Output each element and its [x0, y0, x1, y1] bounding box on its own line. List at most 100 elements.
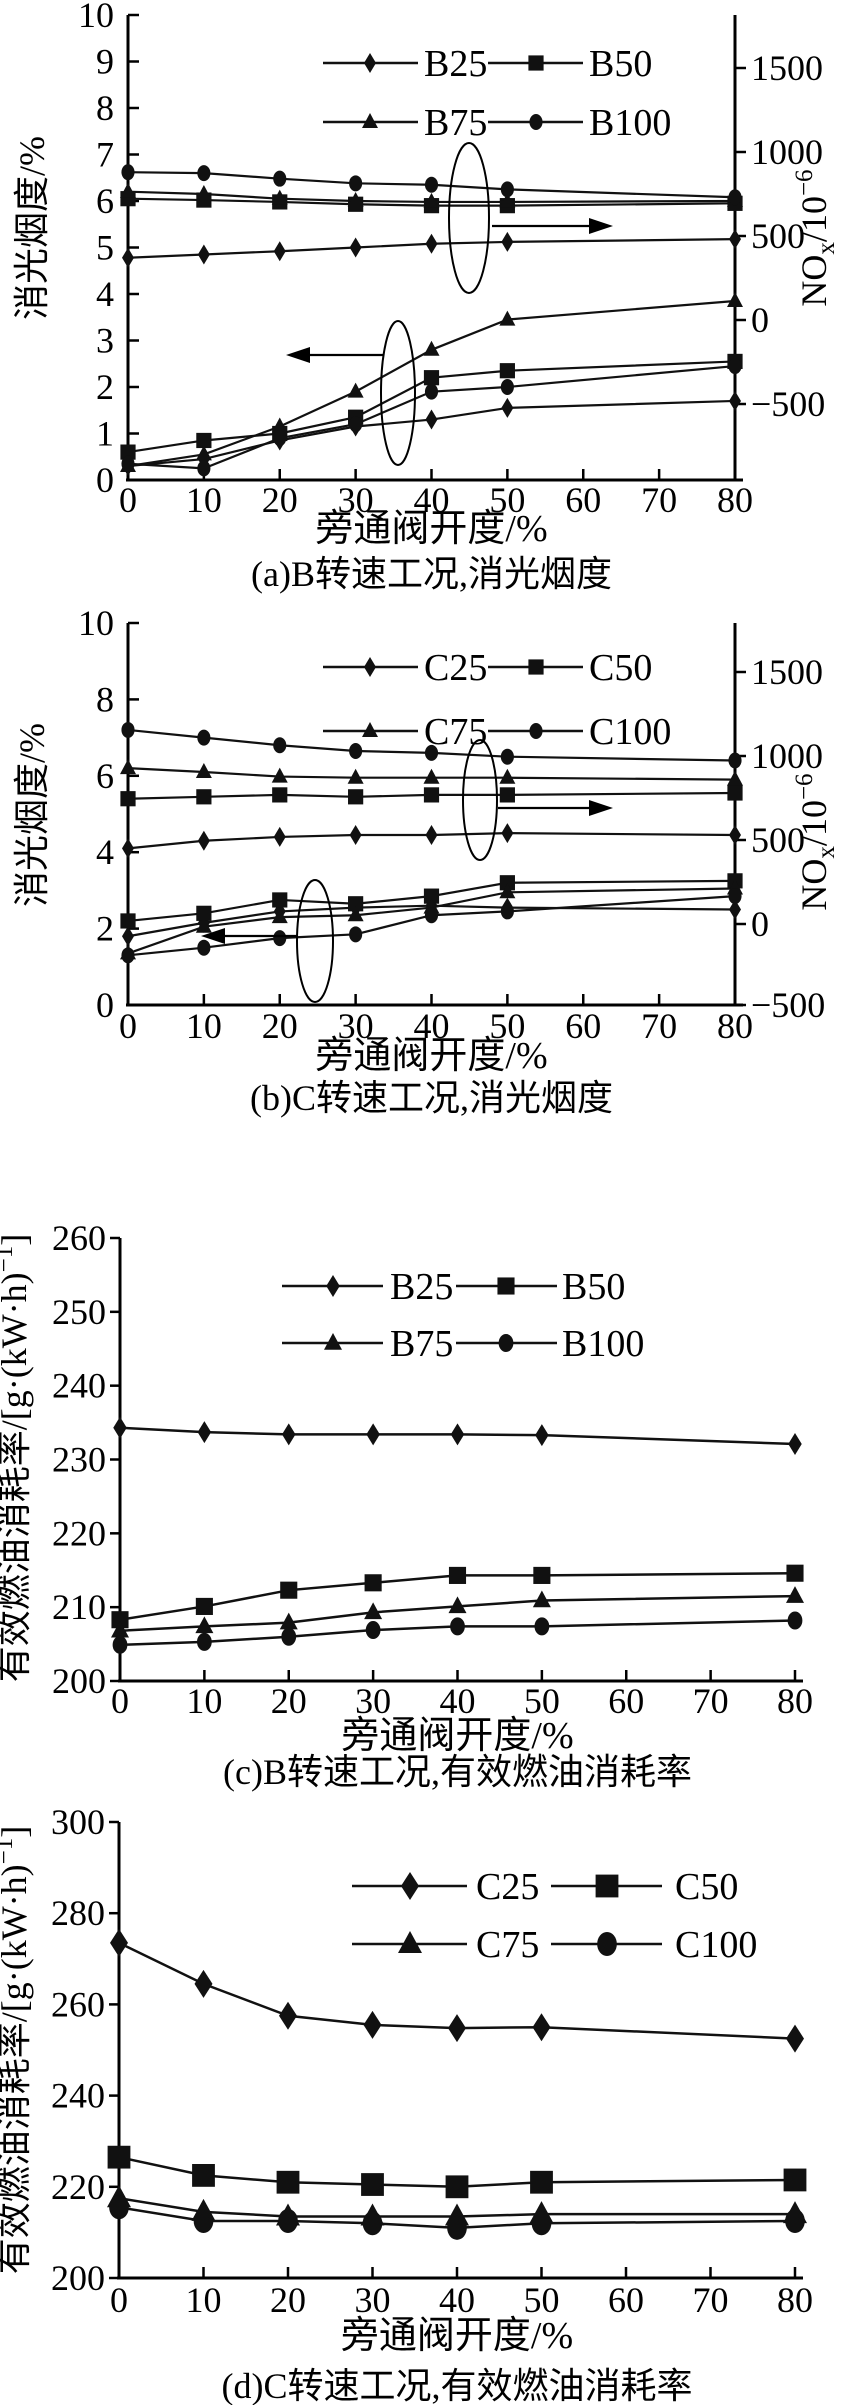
legend-entry-C25: C25	[323, 647, 487, 689]
triangle-marker	[499, 310, 516, 326]
square-marker	[276, 2170, 300, 2194]
circle-marker	[534, 1617, 550, 1636]
square-marker	[361, 2173, 384, 2196]
legend-label: C100	[589, 711, 671, 753]
diamond-marker	[786, 2024, 804, 2053]
right-axis-tick-label: 1500	[751, 652, 823, 692]
square-marker	[499, 787, 515, 803]
y-axis-tick-label: 200	[52, 1661, 106, 1701]
triangle-marker	[195, 917, 212, 933]
y-axis-tick-label: 3	[96, 321, 114, 361]
diamond-marker	[363, 2010, 382, 2039]
square-marker	[196, 432, 212, 449]
x-axis-tick-label: 10	[186, 1006, 222, 1046]
x-axis-tick-label: 20	[262, 480, 298, 520]
x-axis-tick-label: 0	[111, 1681, 129, 1721]
circle-marker	[447, 2215, 467, 2240]
circle-marker	[197, 460, 211, 477]
diamond-marker	[113, 1416, 127, 1439]
series-b-C100-smoke	[121, 888, 742, 964]
diamond-marker	[197, 830, 210, 851]
triangle-marker	[499, 768, 516, 784]
circle-marker	[500, 379, 514, 395]
diamond-marker	[425, 233, 438, 254]
square-marker	[107, 2145, 131, 2169]
square-marker	[786, 1564, 804, 1582]
diamond-marker	[729, 229, 741, 250]
triangle-marker	[423, 192, 440, 208]
legend-entry-B75: B75	[282, 1323, 453, 1365]
triangle-marker	[271, 908, 288, 924]
square-marker	[499, 875, 515, 891]
triangle-marker	[499, 883, 516, 899]
legend-entry-B50: B50	[456, 1266, 625, 1308]
right-axis-tick-label: 1000	[751, 132, 823, 172]
legend-diamond-marker	[401, 1872, 419, 1900]
series-c-B100-bsfc	[112, 1611, 803, 1654]
circle-marker	[196, 1632, 212, 1651]
circle-marker	[500, 903, 514, 920]
annotation-arrowhead-right	[589, 800, 613, 816]
circle-marker	[728, 752, 742, 769]
circle-marker	[273, 930, 287, 947]
legend-square-marker	[528, 55, 544, 71]
circle-marker	[197, 939, 211, 956]
square-marker	[783, 2168, 807, 2192]
diamond-marker	[729, 390, 741, 411]
square-marker	[423, 888, 440, 904]
legend-circle-marker	[529, 723, 543, 739]
circle-marker	[424, 907, 439, 924]
x-axis-tick-label: 70	[693, 2280, 729, 2320]
legend-entry-B100: B100	[488, 102, 671, 144]
triangle-marker	[195, 185, 212, 201]
square-marker	[272, 892, 288, 908]
chart-caption: (b)C转速工况,消光烟度	[250, 1078, 613, 1118]
y-axis-label: 消光烟度/%	[12, 136, 52, 320]
legend-entry-C100: C100	[551, 1924, 757, 1966]
legend-label: C100	[675, 1924, 757, 1966]
circle-marker	[273, 430, 287, 447]
triangle-marker	[364, 1602, 383, 1620]
diamond-marker	[450, 1423, 465, 1446]
triangle-marker	[195, 762, 212, 778]
triangle-marker	[195, 445, 212, 461]
y-axis-tick-label: 240	[52, 1366, 106, 1406]
diamond-marker	[501, 397, 514, 418]
y-axis-tick-label: 230	[52, 1440, 106, 1480]
right-axis-tick-label: 0	[751, 904, 769, 944]
legend-label: B50	[562, 1266, 625, 1308]
chart-caption: (c)B转速工况,有效燃油消耗率	[223, 1752, 692, 1792]
triangle-marker	[499, 192, 516, 208]
square-marker	[530, 2170, 553, 2194]
triangle-marker	[532, 1590, 551, 1608]
square-marker	[195, 1597, 213, 1615]
annotation-ellipse-left-axis-series	[296, 879, 334, 1003]
circle-marker	[121, 164, 135, 181]
legend-diamond-marker	[364, 657, 376, 677]
square-marker	[272, 787, 288, 803]
y-axis-tick-label: 240	[51, 2076, 105, 2116]
diamond-marker	[366, 1423, 380, 1446]
legend-label: B100	[562, 1323, 644, 1365]
x-axis-tick-label: 70	[641, 480, 677, 520]
x-axis-tick-label: 40	[414, 1006, 450, 1046]
legend-entry-C75: C75	[352, 1924, 539, 1966]
x-axis-tick-label: 0	[119, 1006, 137, 1046]
annotation-arrowhead-right	[589, 218, 613, 234]
legend-circle-marker	[529, 114, 543, 130]
x-axis-tick-label: 80	[717, 1006, 753, 1046]
legend-diamond-marker	[326, 1275, 340, 1297]
right-axis-tick-label: 1500	[751, 48, 823, 88]
circle-marker	[785, 2209, 805, 2233]
circle-marker	[273, 737, 287, 754]
diamond-marker	[501, 823, 514, 844]
square-marker	[727, 785, 743, 801]
x-axis-tick-label: 30	[355, 2280, 391, 2320]
circle-marker	[278, 2209, 298, 2233]
annotation-ellipse-left-axis-series	[380, 320, 416, 466]
circle-marker	[121, 947, 135, 964]
triangle-marker	[120, 759, 136, 775]
legend-triangle-marker	[324, 1333, 342, 1350]
